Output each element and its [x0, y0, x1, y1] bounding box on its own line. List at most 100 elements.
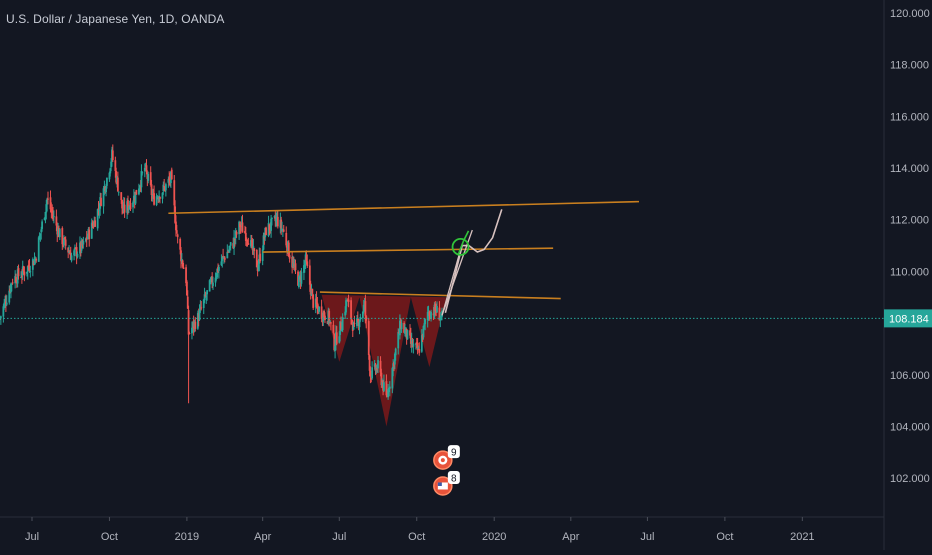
candle-body [308, 265, 311, 285]
candle-body [368, 355, 371, 371]
candle-body [227, 251, 230, 253]
candle-body [203, 294, 206, 300]
candle-body [102, 188, 105, 207]
candle-body [205, 295, 208, 297]
candle-body [285, 232, 288, 246]
time-tick-label: Apr [562, 531, 579, 543]
candle-body [244, 232, 247, 241]
candle-body [340, 322, 342, 331]
candle-body [46, 198, 49, 205]
candle-body [244, 230, 246, 234]
candle-body [161, 192, 164, 199]
candle-body [223, 257, 226, 260]
candle-body [23, 271, 26, 276]
candle-body [418, 348, 421, 353]
trendline [168, 200, 640, 215]
candle-body [369, 370, 372, 377]
candle-body [241, 222, 244, 233]
candle-body [39, 233, 42, 236]
price-tick-label: 120.000 [890, 8, 930, 20]
candle-body [315, 298, 318, 305]
candle-body [27, 264, 30, 268]
candle-body [61, 228, 64, 245]
candle-body [52, 216, 55, 218]
candle-body [356, 318, 358, 326]
candle-body [211, 276, 214, 285]
candle-body [324, 315, 326, 321]
price-tick-label: 114.000 [890, 163, 929, 175]
candle-body [106, 177, 108, 186]
time-tick-label: Oct [716, 531, 733, 543]
candle-body [334, 345, 336, 351]
candle-body [129, 202, 132, 210]
candle-body [377, 360, 379, 369]
candle-body [145, 165, 148, 172]
candle-body [86, 237, 89, 239]
candle-body [37, 237, 40, 262]
time-axis[interactable]: Jul Oct 2019 Apr Jul Oct 2020 Apr Jul Oct 2021 [25, 517, 815, 543]
candle-body [270, 218, 272, 231]
candle-body [309, 283, 312, 295]
price-badge-label: 108.184 [889, 313, 929, 325]
candle-body [100, 197, 102, 206]
candle-body [28, 265, 31, 271]
candle-body [388, 386, 391, 389]
candle-body [10, 283, 12, 293]
candle-body [436, 305, 438, 313]
candle-body [318, 306, 320, 312]
candle-body [275, 218, 278, 223]
candle-body [345, 300, 347, 313]
candle-body [26, 266, 29, 272]
candle-body [416, 343, 419, 351]
drawings-layer [168, 200, 640, 316]
candle-body [259, 253, 262, 262]
economic-event-marker[interactable]: 8 [433, 470, 460, 496]
candle-body [297, 276, 300, 288]
candle-body [415, 343, 417, 345]
price-tick-label: 110.000 [890, 266, 929, 278]
candle-body [352, 322, 355, 330]
candle-body [276, 216, 279, 227]
candle-body [353, 322, 356, 324]
candle-body [98, 209, 101, 211]
candle-body [5, 302, 8, 305]
candle-body [132, 202, 134, 208]
candle-body [265, 227, 267, 235]
events-layer[interactable]: 98 [433, 445, 460, 496]
candle-body [239, 223, 241, 228]
candle-body [344, 311, 347, 316]
candle-body [204, 295, 207, 297]
candle-body [221, 256, 224, 261]
candle-body [338, 336, 341, 343]
candle-body [185, 267, 187, 284]
candle-body [20, 275, 23, 277]
candle-body [186, 296, 189, 309]
candle-body [385, 381, 388, 396]
candle-body [17, 268, 20, 277]
candle-body [393, 353, 396, 365]
candle-body [91, 223, 94, 226]
candle-body [76, 253, 79, 258]
candle-body [194, 321, 197, 329]
candle-body [2, 306, 5, 317]
candle-body [175, 230, 178, 234]
candle-body [163, 186, 166, 188]
candle-body [116, 177, 119, 192]
candle-body [162, 184, 165, 191]
candle-body [298, 275, 301, 277]
earnings-event-marker[interactable]: 9 [433, 445, 460, 470]
candle-body [8, 290, 11, 303]
candle-body [249, 240, 252, 247]
candle-body [114, 160, 117, 171]
candle-body [245, 239, 248, 241]
candle-body [376, 368, 379, 371]
candle-body [350, 300, 352, 320]
candle-body [303, 265, 305, 273]
time-tick-label: Jul [640, 531, 654, 543]
price-axis[interactable]: 102.000104.000106.000108.000110.000112.0… [890, 8, 930, 485]
candle-body [229, 242, 232, 246]
candle-body [409, 335, 412, 344]
candle-body [257, 264, 260, 270]
